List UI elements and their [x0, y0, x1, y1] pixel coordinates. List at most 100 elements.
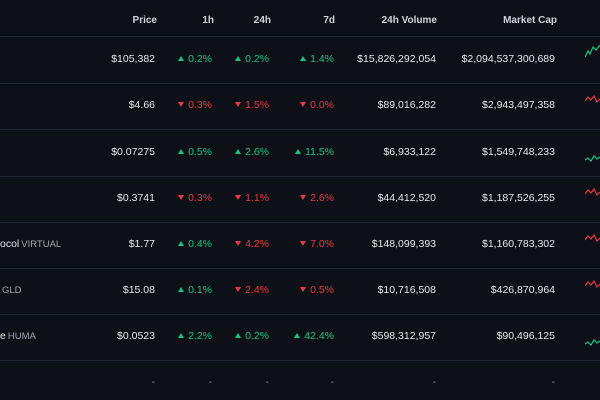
- change-1h: 0.1%: [178, 284, 212, 296]
- caret-down-icon: [235, 102, 242, 107]
- market-cap-value: $1,549,748,233: [482, 146, 555, 158]
- caret-up-icon: [178, 149, 185, 154]
- change-7d-value: 11.5%: [305, 146, 334, 158]
- volume-value: $598,312,957: [371, 330, 436, 342]
- column-header-price[interactable]: Price: [132, 15, 157, 26]
- caret-up-icon: [235, 56, 242, 61]
- coin-name[interactable]: ocol VIRTUAL: [0, 238, 61, 250]
- coin-name[interactable]: e HUMA: [0, 330, 36, 342]
- change-24h-value: 2.4%: [245, 284, 269, 296]
- column-header-1h[interactable]: 1h: [202, 15, 214, 26]
- change-24h: 1.1%: [235, 192, 269, 204]
- change-1h: 0.5%: [178, 146, 212, 158]
- sparkline-chart: [585, 94, 600, 104]
- coin-symbol: HUMA: [7, 331, 36, 342]
- change-1h-value: 0.1%: [188, 284, 212, 296]
- column-header-24h[interactable]: 24h: [253, 15, 271, 26]
- change-24h: 0.2%: [235, 53, 269, 65]
- change-24h-value: 0.2%: [245, 53, 269, 65]
- coin-name[interactable]: [0, 192, 2, 204]
- change-7d: 11.5%: [295, 146, 334, 158]
- change-24h: 1.5%: [235, 99, 269, 111]
- caret-down-icon: [300, 102, 307, 107]
- coin-name[interactable]: [0, 146, 2, 158]
- price-value: $15.08: [122, 284, 155, 296]
- change-24h: -: [266, 376, 270, 388]
- table-row[interactable]: ocol VIRTUAL $1.77 $148,099,393 $1,160,783,3…: [0, 222, 600, 269]
- change-1h: 0.2%: [178, 53, 212, 65]
- volume-value: $10,716,508: [377, 284, 436, 296]
- change-1h-value: 0.2%: [188, 53, 212, 65]
- volume-value: $15,826,292,054: [357, 53, 436, 65]
- caret-up-icon: [235, 149, 242, 154]
- volume-value: $89,016,282: [377, 99, 436, 111]
- coin-name[interactable]: [0, 99, 2, 111]
- market-cap-value: $90,496,125: [496, 330, 555, 342]
- table-row[interactable]: $105,382 $15,826,292,054 $2,094,537,300,68…: [0, 37, 600, 84]
- market-cap-value: $1,160,783,302: [482, 238, 555, 250]
- change-7d-value: 0.5%: [310, 284, 334, 296]
- change-7d-value: 2.6%: [310, 192, 334, 204]
- change-24h-value: 0.2%: [245, 330, 269, 342]
- volume-value: $44,412,520: [377, 192, 436, 204]
- caret-down-icon: [178, 102, 185, 107]
- caret-up-icon: [295, 149, 301, 154]
- caret-up-icon: [178, 287, 185, 292]
- sparkline-chart: [585, 44, 600, 58]
- caret-down-icon: [235, 287, 242, 292]
- column-header-market-cap[interactable]: Market Cap: [503, 15, 557, 26]
- price-value: -: [151, 376, 156, 388]
- caret-up-icon: [178, 333, 185, 338]
- market-cap-value: $2,943,497,358: [482, 99, 555, 111]
- sparkline-chart: [585, 155, 600, 162]
- caret-up-icon: [300, 56, 307, 61]
- table-row[interactable]: GLD $15.08 $10,716,508 $426,870,964 0.1% 2.4%…: [0, 268, 600, 315]
- price-value: $105,382: [111, 53, 155, 65]
- change-1h: 0.3%: [178, 192, 212, 204]
- change-1h-value: 0.3%: [188, 99, 212, 111]
- change-7d: -: [331, 376, 335, 388]
- coin-name[interactable]: GLD: [0, 284, 22, 296]
- column-header-24h-volume[interactable]: 24h Volume: [381, 15, 437, 26]
- change-24h-value: -: [265, 376, 270, 388]
- coin-name[interactable]: [0, 53, 2, 65]
- table-row[interactable]: e HUMA $0.0523 $598,312,957 $90,496,125 2.2% 0…: [0, 314, 600, 361]
- price-value: $0.3741: [117, 192, 155, 204]
- table-row[interactable]: $0.07275 $6,933,122 $1,549,748,233 0.5% 2.6%…: [0, 130, 600, 177]
- table-row[interactable]: $4.66 $89,016,282 $2,943,497,358 0.3% 1.5% 0.…: [0, 83, 600, 130]
- change-1h-value: 0.4%: [188, 238, 212, 250]
- change-7d: 42.4%: [294, 330, 334, 342]
- change-1h: 0.3%: [178, 99, 212, 111]
- column-header-7d[interactable]: 7d: [323, 15, 335, 26]
- caret-down-icon: [235, 241, 242, 246]
- price-value: $1.77: [128, 238, 155, 250]
- change-7d: 0.0%: [300, 99, 334, 111]
- sparkline-chart: [585, 339, 600, 346]
- change-1h-value: 0.5%: [188, 146, 212, 158]
- change-7d: 2.6%: [300, 192, 334, 204]
- price-value: $4.66: [128, 99, 155, 111]
- table-header: Price 1h 24h 7d 24h Volume Market Cap: [0, 0, 600, 37]
- sparkline-path: [585, 187, 600, 197]
- caret-up-icon: [178, 241, 185, 246]
- change-24h: 4.2%: [235, 238, 269, 250]
- caret-down-icon: [300, 195, 307, 200]
- price-value: $0.0523: [117, 330, 155, 342]
- market-cap-value: $1,187,526,255: [482, 192, 555, 204]
- change-24h: 2.6%: [235, 146, 269, 158]
- table-row[interactable]: ------: [0, 360, 600, 400]
- coin-name-text: e: [0, 330, 6, 342]
- table-row[interactable]: $0.3741 $44,412,520 $1,187,526,255 0.3% 1.1%…: [0, 176, 600, 223]
- change-7d-value: 7.0%: [310, 238, 334, 250]
- change-7d-value: 42.4%: [304, 330, 334, 342]
- change-7d-value: 0.0%: [310, 99, 334, 111]
- change-7d: 1.4%: [300, 53, 334, 65]
- sparkline-chart: [585, 187, 600, 197]
- change-1h-value: -: [208, 376, 213, 388]
- coin-name[interactable]: [0, 376, 2, 388]
- change-24h-value: 1.5%: [245, 99, 269, 111]
- volume-value: $148,099,393: [371, 238, 436, 250]
- change-1h: 2.2%: [178, 330, 212, 342]
- caret-down-icon: [178, 195, 185, 200]
- coin-symbol: GLD: [2, 285, 22, 296]
